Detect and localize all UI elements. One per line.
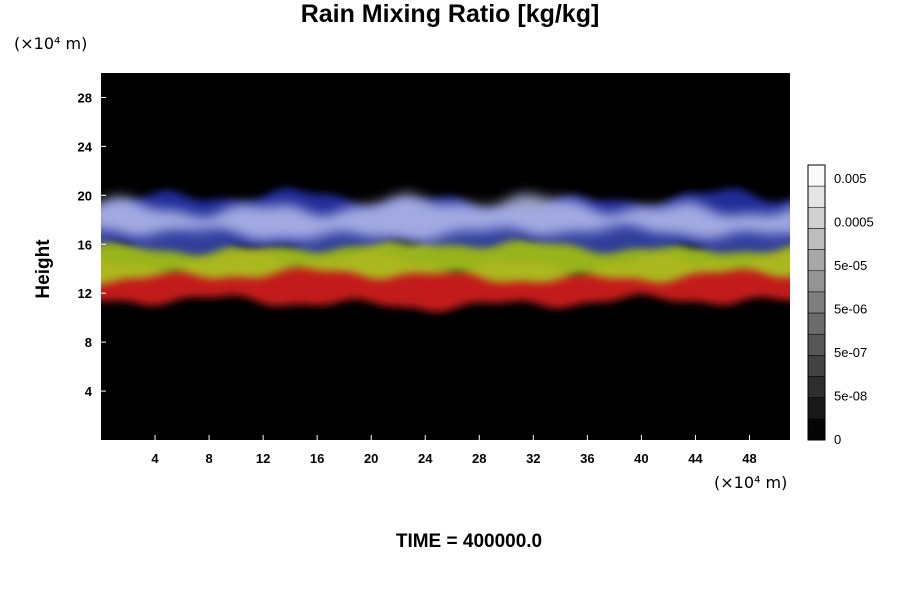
colorbar-level xyxy=(807,333,826,356)
x-axis-unit: (×10⁴ m) xyxy=(714,473,788,492)
x-tick-label: 16 xyxy=(310,451,324,466)
x-tick-label: 4 xyxy=(151,451,159,466)
colorbar: 0.005 0.0005 5e-05 5e-06 5e-07 5e-08 0 xyxy=(807,164,874,447)
colorbar-level xyxy=(807,355,826,377)
colorbar-level xyxy=(807,397,826,420)
y-tick-label: 4 xyxy=(85,384,93,399)
colorbar-tick-label: 5e-05 xyxy=(834,258,867,273)
rain-field xyxy=(101,188,790,312)
x-tick-label: 44 xyxy=(688,451,703,466)
time-label: TIME = 400000.0 xyxy=(395,531,543,552)
y-axis-ticks: 4 8 12 16 20 24 28 xyxy=(78,90,106,399)
colorbar-level xyxy=(807,418,826,441)
colorbar-frame xyxy=(807,164,826,441)
chart-title: Rain Mixing Ratio [kg/kg] xyxy=(300,0,600,28)
colorbar-level xyxy=(807,312,826,335)
colorbar-level xyxy=(807,164,826,187)
colorbar-level xyxy=(807,270,826,293)
y-tick-label: 12 xyxy=(78,286,92,301)
colorbar-tick-label: 0 xyxy=(834,432,841,447)
colorbar-tick-label: 5e-07 xyxy=(834,345,867,360)
x-tick-label: 8 xyxy=(205,451,212,466)
x-axis-ticks: 4 8 12 16 20 24 28 32 36 40 44 48 xyxy=(151,435,757,466)
x-tick-label: 36 xyxy=(580,451,594,466)
colorbar-tick-label: 0.0005 xyxy=(834,215,874,230)
y-tick-label: 8 xyxy=(85,335,92,350)
colorbar-level xyxy=(807,376,826,398)
colorbar-level xyxy=(807,207,826,229)
x-tick-label: 32 xyxy=(526,451,540,466)
colorbar-tick-label: 0.005 xyxy=(834,171,867,186)
y-tick-label: 24 xyxy=(78,139,93,154)
colorbar-level xyxy=(807,228,826,250)
colorbar-tick-label: 5e-08 xyxy=(834,389,867,404)
x-tick-label: 28 xyxy=(472,451,486,466)
colorbar-level xyxy=(807,185,826,208)
x-tick-label: 40 xyxy=(634,451,648,466)
x-tick-label: 48 xyxy=(742,451,756,466)
y-tick-label: 16 xyxy=(78,237,92,252)
y-axis-unit: (×10⁴ m) xyxy=(14,34,88,53)
y-tick-label: 20 xyxy=(78,188,92,203)
y-tick-label: 28 xyxy=(78,90,92,105)
x-tick-label: 20 xyxy=(364,451,378,466)
x-tick-label: 24 xyxy=(418,451,433,466)
x-tick-label: 12 xyxy=(256,451,270,466)
colorbar-level xyxy=(807,291,826,314)
colorbar-level xyxy=(807,249,826,272)
layer-light-blue xyxy=(101,194,790,242)
colorbar-tick-label: 5e-06 xyxy=(834,302,867,317)
